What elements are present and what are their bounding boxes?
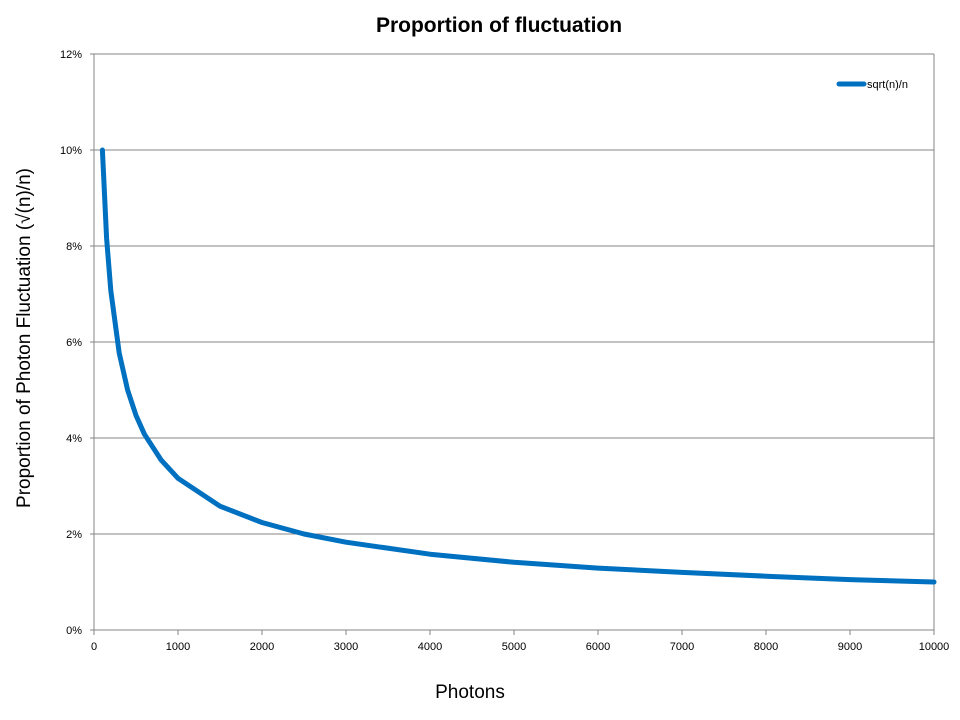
x-tick-label: 0 bbox=[91, 641, 97, 653]
y-tick-label: 10% bbox=[60, 145, 82, 157]
y-tick-label: 6% bbox=[66, 337, 82, 349]
series-group bbox=[99, 147, 937, 585]
x-tick-label: 10000 bbox=[919, 641, 950, 653]
x-tick-label: 9000 bbox=[838, 641, 862, 653]
y-tick-labels: 0% 2% 4% 6% 8% 10% 12% bbox=[60, 49, 94, 637]
x-tick-label: 4000 bbox=[418, 641, 442, 653]
x-tick-label: 5000 bbox=[502, 641, 526, 653]
x-axis-title: Photons bbox=[435, 682, 505, 703]
y-tick-label: 2% bbox=[66, 529, 82, 541]
y-tick-label: 8% bbox=[66, 241, 82, 253]
series-line-sqrt-n-over-n bbox=[99, 147, 937, 585]
x-tick-labels: 0 1000 2000 3000 4000 5000 6000 7000 8000 9000 100… bbox=[91, 630, 949, 653]
x-tick-label: 1000 bbox=[166, 641, 190, 653]
y-tick-label: 12% bbox=[60, 49, 82, 61]
x-tick-label: 6000 bbox=[586, 641, 610, 653]
y-tick-label: 4% bbox=[66, 433, 82, 445]
gridlines bbox=[94, 53, 935, 630]
y-tick-label: 0% bbox=[66, 625, 82, 637]
chart-title: Proportion of fluctuation bbox=[376, 14, 622, 37]
x-tick-label: 2000 bbox=[250, 641, 274, 653]
y-axis-title: Proportion of Photon Fluctuation (√(n)/n… bbox=[14, 168, 35, 508]
legend: sqrt(n)/n bbox=[836, 79, 908, 91]
legend-label: sqrt(n)/n bbox=[867, 79, 908, 91]
x-tick-label: 8000 bbox=[754, 641, 778, 653]
x-tick-label: 7000 bbox=[670, 641, 694, 653]
x-tick-label: 3000 bbox=[334, 641, 358, 653]
